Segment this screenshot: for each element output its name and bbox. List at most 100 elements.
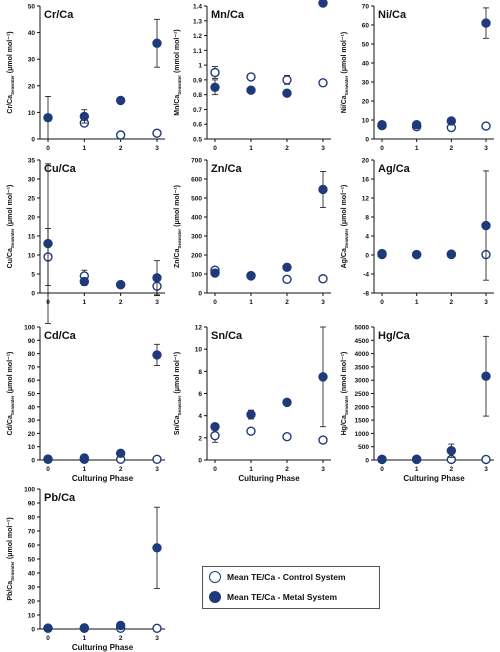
x-tick-label: 3 bbox=[155, 635, 159, 642]
y-axis-label: Sn/CaSeawater (μmol mol⁻¹) bbox=[174, 352, 182, 435]
metal-point bbox=[210, 268, 220, 278]
control-point bbox=[210, 430, 220, 441]
metal-point bbox=[282, 262, 292, 273]
open-circle-marker-icon bbox=[209, 571, 221, 583]
x-tick-label: 1 bbox=[415, 145, 419, 152]
metal-point bbox=[481, 220, 491, 231]
control-point bbox=[246, 72, 256, 82]
chart-panel-ni-ca: 0 10 20 30 40 50 60 70 0 1 2 3 Ni/CaSeawater (μmol m… bbox=[341, 4, 494, 152]
y-axis-label: Hg/CaSeawater (nmol mol⁻¹) bbox=[341, 352, 349, 436]
y-tick-label: 3000 bbox=[355, 378, 370, 385]
metal-point bbox=[115, 279, 126, 290]
x-tick-label: 3 bbox=[321, 299, 325, 306]
chart-title: Pb/Ca bbox=[44, 492, 76, 504]
y-tick-label: 500 bbox=[191, 196, 202, 203]
x-tick-label: 3 bbox=[484, 299, 488, 306]
control-point bbox=[152, 128, 162, 138]
metal-point bbox=[152, 350, 162, 360]
y-tick-label: 1.1 bbox=[193, 48, 202, 55]
y-tick-label: 6 bbox=[198, 391, 202, 398]
x-tick-label: 3 bbox=[484, 466, 488, 473]
y-tick-label: 5 bbox=[31, 272, 35, 279]
x-tick-label: 2 bbox=[119, 145, 123, 152]
metal-point bbox=[377, 249, 387, 260]
y-tick-label: 60 bbox=[362, 23, 370, 30]
y-tick-label: 100 bbox=[191, 272, 202, 279]
control-point bbox=[481, 454, 491, 465]
metal-point bbox=[43, 623, 53, 633]
chart-title: Cr/Ca bbox=[44, 9, 74, 21]
y-tick-label: 400 bbox=[191, 215, 202, 222]
y-tick-label: 10 bbox=[28, 613, 36, 620]
y-tick-label: 100 bbox=[24, 325, 35, 332]
metal-point bbox=[481, 18, 491, 28]
x-tick-label: 2 bbox=[285, 466, 289, 473]
y-axis-label: Ni/CaSeawater (μmol mol⁻¹) bbox=[341, 32, 349, 113]
y-tick-label: 12 bbox=[362, 196, 370, 203]
y-tick-label: 0.8 bbox=[193, 92, 202, 99]
filled-circle-marker-icon bbox=[209, 591, 221, 603]
y-tick-label: 1000 bbox=[355, 431, 370, 438]
y-axis-label: Zn/CaSeawater (μmol mol⁻¹) bbox=[174, 185, 182, 268]
metal-point bbox=[481, 371, 491, 381]
metal-point bbox=[446, 116, 457, 126]
y-tick-label: 1.3 bbox=[193, 18, 202, 25]
y-tick-label: 50 bbox=[362, 42, 370, 49]
y-tick-label: 60 bbox=[28, 378, 36, 385]
y-tick-label: 0.9 bbox=[193, 77, 202, 84]
control-point bbox=[115, 130, 126, 140]
x-tick-label: 2 bbox=[285, 145, 289, 152]
y-tick-label: 30 bbox=[362, 80, 370, 87]
metal-point bbox=[377, 120, 387, 130]
x-tick-label: 1 bbox=[249, 466, 253, 473]
x-tick-label: 1 bbox=[249, 145, 253, 152]
y-tick-label: 0.5 bbox=[193, 137, 202, 144]
metal-point bbox=[446, 445, 457, 456]
control-point bbox=[282, 274, 292, 285]
x-tick-label: 2 bbox=[285, 299, 289, 306]
y-tick-label: 500 bbox=[358, 444, 369, 451]
chart-title: Cu/Ca bbox=[44, 163, 77, 175]
y-tick-label: 0 bbox=[31, 291, 35, 298]
y-tick-label: 40 bbox=[28, 404, 36, 411]
y-tick-label: 600 bbox=[191, 177, 202, 184]
x-axis-label: Culturing Phase bbox=[72, 643, 134, 652]
y-tick-label: 30 bbox=[28, 57, 36, 64]
y-tick-label: 30 bbox=[28, 177, 36, 184]
metal-point bbox=[377, 454, 387, 465]
metal-point bbox=[115, 448, 126, 459]
y-tick-label: 50 bbox=[28, 4, 36, 11]
y-tick-label: 2000 bbox=[355, 404, 370, 411]
control-point bbox=[318, 274, 328, 284]
y-tick-label: 2500 bbox=[355, 391, 370, 398]
control-point bbox=[481, 121, 491, 131]
y-tick-label: 0 bbox=[365, 253, 369, 260]
y-tick-label: 4500 bbox=[355, 338, 370, 345]
control-point bbox=[246, 426, 256, 436]
metal-point bbox=[43, 238, 53, 249]
y-tick-label: 1 bbox=[198, 63, 202, 70]
x-tick-label: 1 bbox=[415, 299, 419, 306]
x-tick-label: 2 bbox=[119, 466, 123, 473]
metal-point bbox=[210, 422, 220, 432]
y-axis-label: Cd/CaSeawater (μmol mol⁻¹) bbox=[7, 352, 15, 436]
x-tick-label: 0 bbox=[213, 145, 217, 152]
x-tick-label: 3 bbox=[321, 145, 325, 152]
x-tick-label: 0 bbox=[213, 299, 217, 306]
y-tick-label: 0 bbox=[31, 137, 35, 144]
metal-point bbox=[246, 271, 256, 281]
y-tick-label: 0 bbox=[365, 458, 369, 465]
metal-point bbox=[411, 249, 422, 260]
y-tick-label: 5000 bbox=[355, 325, 370, 332]
control-point bbox=[282, 432, 292, 442]
legend-item-control: Mean TE/Ca - Control System bbox=[209, 569, 346, 585]
y-tick-label: 2 bbox=[198, 435, 202, 442]
chart-title: Zn/Ca bbox=[211, 163, 242, 175]
x-tick-label: 1 bbox=[83, 466, 87, 473]
y-axis-label: Ag/CaSeawater (μmol mol⁻¹) bbox=[341, 185, 349, 269]
chart-title: Ni/Ca bbox=[378, 9, 407, 21]
x-tick-label: 0 bbox=[46, 635, 50, 642]
metal-point bbox=[411, 120, 422, 130]
x-tick-label: 3 bbox=[155, 299, 159, 306]
